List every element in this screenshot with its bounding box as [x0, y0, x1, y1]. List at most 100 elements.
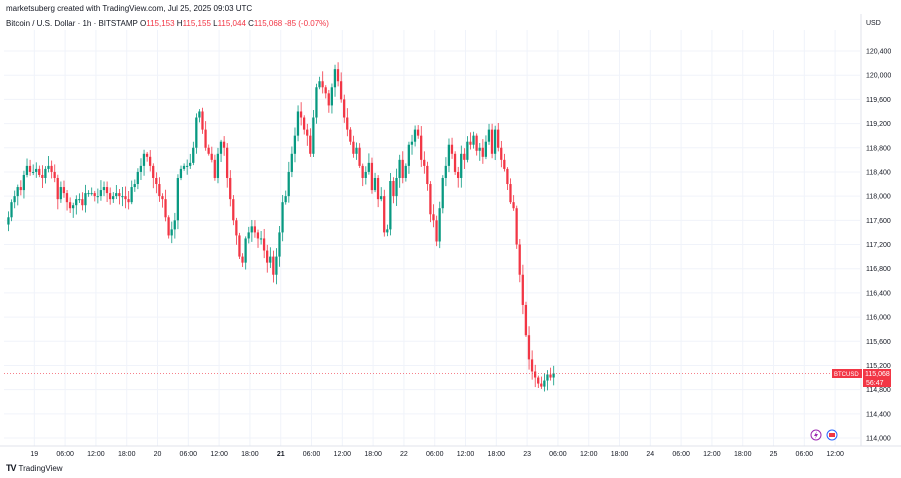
- candle-down: [540, 383, 543, 387]
- candle-down: [533, 371, 537, 378]
- candle-down: [336, 69, 340, 82]
- candle-down: [204, 129, 207, 148]
- y-tick-label: 116,400: [866, 290, 891, 297]
- candle-down: [512, 202, 515, 209]
- lightning-bolt-shape: [814, 431, 818, 439]
- candle-down: [148, 156, 152, 166]
- x-tick-label: 06:00: [303, 451, 321, 458]
- y-tick-label: 116,800: [866, 266, 891, 273]
- y-tick-label: 118,400: [866, 169, 891, 176]
- y-tick-label: 119,600: [866, 97, 891, 104]
- candle-down: [450, 144, 454, 154]
- candle-up: [284, 196, 287, 203]
- y-tick-label: 117,600: [866, 218, 891, 225]
- candle-down: [327, 93, 330, 106]
- candle-up: [478, 147, 481, 151]
- x-tick-label: 06:00: [672, 451, 690, 458]
- time-axis[interactable]: 19 06:00 12:00 18:00 20 06:00 12:00 18:00 21 06:0…: [0, 14, 901, 458]
- candle-up: [10, 202, 13, 218]
- candle-down: [309, 135, 312, 154]
- candle-down: [56, 177, 59, 200]
- candle-down: [68, 202, 72, 209]
- open-label: O: [139, 19, 147, 28]
- candle-up: [13, 196, 16, 203]
- candle-up: [176, 177, 179, 221]
- candle-down: [108, 193, 112, 200]
- candle-down: [232, 199, 235, 221]
- x-tick-label: 25: [770, 451, 778, 458]
- event-icons[interactable]: [810, 429, 838, 441]
- candle-up: [404, 165, 407, 178]
- candle-down: [515, 208, 518, 245]
- candle-down: [207, 147, 210, 154]
- candle-down: [383, 196, 386, 233]
- candle-up: [75, 199, 78, 206]
- x-tick-label: 12:00: [826, 451, 844, 458]
- candle-up: [133, 184, 136, 188]
- symbol-name[interactable]: Bitcoin / U.S. Dollar · 1h · BITSTAMP: [6, 19, 138, 28]
- candle-up: [22, 174, 25, 191]
- candle-down: [352, 141, 355, 154]
- x-tick-label: 23: [523, 451, 531, 458]
- currency-label[interactable]: USD: [866, 20, 881, 27]
- y-tick-label: 118,000: [866, 194, 891, 201]
- footer-brand[interactable]: TV TradingView: [6, 463, 63, 473]
- candle-up: [293, 135, 297, 154]
- candle-down: [299, 111, 303, 118]
- candle-up: [543, 380, 546, 387]
- candle-down: [19, 187, 22, 191]
- candle-up: [472, 135, 475, 145]
- candle-up: [185, 165, 189, 167]
- y-tick-label: 116,000: [866, 315, 891, 322]
- x-tick-label: 24: [646, 451, 654, 458]
- candle-down: [105, 187, 109, 194]
- candle-up: [247, 232, 250, 239]
- candle-up: [447, 144, 451, 166]
- candle-down: [229, 177, 232, 200]
- candle-down: [527, 335, 531, 360]
- x-tick-label: 06:00: [796, 451, 814, 458]
- candle-down: [145, 153, 149, 157]
- x-tick-label: 18:00: [364, 451, 382, 458]
- candle-up: [189, 162, 192, 166]
- candle-up: [170, 229, 173, 236]
- low-label: L: [213, 19, 218, 28]
- candle-up: [250, 226, 253, 233]
- candle-down: [262, 238, 266, 251]
- candle-up: [121, 196, 124, 198]
- candle-down: [497, 129, 500, 148]
- y-tick-label: 117,200: [866, 242, 891, 249]
- candle-down: [238, 235, 241, 257]
- candle-up: [269, 256, 272, 263]
- low-value: 115,044: [217, 19, 246, 28]
- candle-up: [444, 165, 447, 178]
- candle-up: [96, 196, 99, 198]
- candle-down: [118, 193, 121, 197]
- candle-up: [198, 111, 201, 118]
- close-value: 115,068: [253, 19, 283, 28]
- x-tick-label: 18:00: [241, 451, 259, 458]
- price-badge: BTCUSD 115,068 56:47: [832, 369, 891, 387]
- grid-lines: [4, 30, 860, 446]
- candle-down: [324, 87, 327, 94]
- price-axis[interactable]: 114,000 114,400 114,800 115,200 115,600 116,0…: [866, 49, 891, 443]
- candle-up: [318, 81, 321, 88]
- x-tick-label: 18:00: [118, 451, 136, 458]
- candle-up: [367, 162, 370, 172]
- candle-up: [16, 187, 19, 197]
- candle-down: [155, 177, 158, 185]
- candle-down: [370, 162, 374, 191]
- candle-down: [361, 165, 364, 178]
- candle-up: [290, 153, 293, 172]
- candle-down: [416, 129, 420, 136]
- candle-down: [392, 181, 395, 197]
- candle-up: [333, 69, 337, 88]
- candle-up: [395, 177, 398, 197]
- candle-up: [552, 373, 555, 378]
- candle-up: [195, 117, 198, 148]
- candle-down: [518, 244, 521, 275]
- candle-down: [521, 274, 524, 305]
- candles: [7, 62, 555, 392]
- y-tick-label: 119,200: [866, 121, 891, 128]
